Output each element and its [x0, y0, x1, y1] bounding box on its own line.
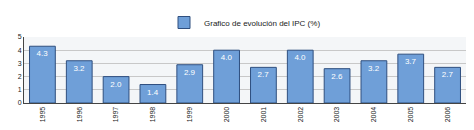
svg-text:2.6: 2.6: [331, 72, 343, 81]
svg-text:4.0: 4.0: [294, 53, 306, 62]
svg-text:1: 1: [18, 86, 22, 93]
svg-text:1996: 1996: [76, 107, 83, 123]
svg-text:2001: 2001: [260, 107, 267, 123]
svg-text:4.0: 4.0: [221, 53, 233, 62]
svg-text:3.7: 3.7: [405, 57, 417, 66]
svg-text:4.3: 4.3: [37, 49, 49, 58]
svg-text:2.9: 2.9: [184, 68, 196, 77]
svg-text:1998: 1998: [149, 107, 156, 123]
svg-text:2.0: 2.0: [110, 80, 122, 89]
svg-text:5: 5: [18, 33, 22, 40]
svg-text:2000: 2000: [223, 107, 230, 123]
svg-text:4: 4: [18, 47, 22, 54]
svg-text:2002: 2002: [297, 107, 304, 123]
svg-text:0: 0: [18, 99, 22, 106]
svg-text:2006: 2006: [444, 107, 451, 123]
svg-text:2.7: 2.7: [442, 70, 454, 79]
svg-text:1997: 1997: [112, 107, 119, 123]
svg-text:3: 3: [18, 60, 22, 67]
svg-text:1995: 1995: [39, 107, 46, 123]
svg-text:2003: 2003: [333, 107, 340, 123]
svg-text:2: 2: [18, 73, 22, 80]
svg-text:2005: 2005: [407, 107, 414, 123]
svg-text:3.2: 3.2: [73, 64, 85, 73]
svg-text:2004: 2004: [370, 107, 377, 123]
svg-text:Grafico de evolución del IPC (: Grafico de evolución del IPC (%): [204, 19, 320, 28]
svg-text:2.7: 2.7: [258, 70, 270, 79]
svg-text:1.4: 1.4: [147, 88, 159, 97]
svg-text:3.2: 3.2: [368, 64, 380, 73]
svg-text:1999: 1999: [186, 107, 193, 123]
